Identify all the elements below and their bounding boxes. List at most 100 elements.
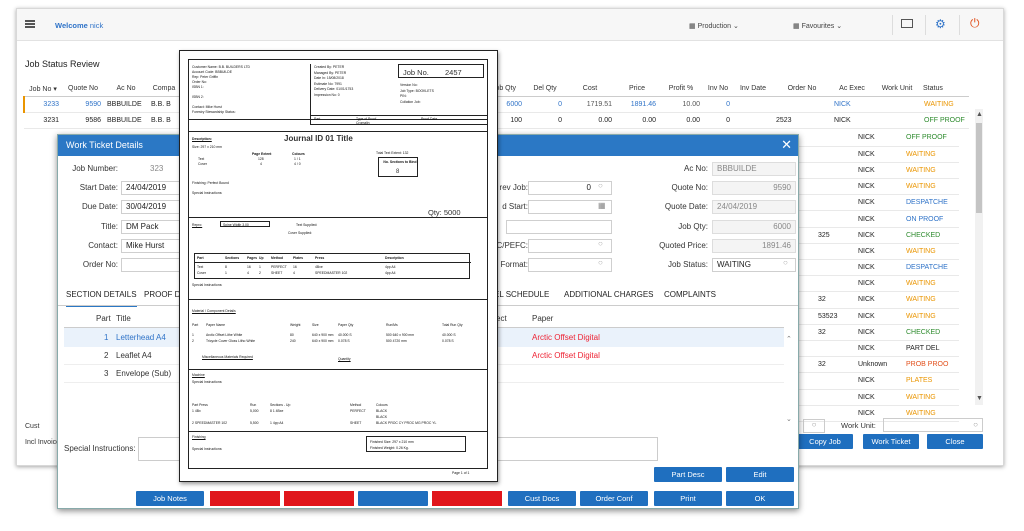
due-date-label: Due Date: bbox=[81, 202, 118, 211]
scroll-up-icon[interactable]: ⌃ bbox=[786, 336, 792, 343]
table-row[interactable]: NICK WAITING bbox=[799, 389, 959, 406]
scroll-up-icon[interactable]: ▲ bbox=[976, 111, 983, 118]
prev-job-field[interactable]: 0 bbox=[528, 181, 612, 195]
col-del-qty[interactable]: Del Qty bbox=[525, 82, 565, 97]
table-row[interactable]: NICK OFF PROOF bbox=[799, 130, 959, 147]
tab-additional-charges[interactable]: ADDITIONAL CHARGES bbox=[564, 290, 654, 299]
col-cost[interactable]: Cost bbox=[565, 82, 615, 97]
mail-icon[interactable] bbox=[901, 19, 913, 28]
order-conf-button[interactable]: Order Conf bbox=[580, 491, 648, 506]
table-row[interactable]: 53523 NICK WAITING bbox=[799, 308, 959, 325]
section-title[interactable]: Leaflet A4 bbox=[116, 351, 152, 360]
gear-icon[interactable]: ⚙ bbox=[935, 17, 946, 31]
cust-docs-button[interactable]: Cust Docs bbox=[508, 491, 576, 506]
table-row[interactable]: 32 Unknown PROB PROO bbox=[799, 356, 959, 374]
col-inv-date[interactable]: Inv Date bbox=[733, 82, 773, 97]
table-row[interactable]: 100 0 0.00 0.00 0.00 0 2523 NICK OFF PRO… bbox=[483, 112, 969, 129]
material-header: Part bbox=[192, 323, 199, 327]
menu-icon[interactable] bbox=[25, 20, 35, 28]
search-icon[interactable]: ○ bbox=[803, 419, 825, 433]
table-row[interactable]: NICK WAITING bbox=[799, 162, 959, 180]
col-status[interactable]: Status bbox=[921, 82, 969, 97]
col-inv-no[interactable]: Inv No bbox=[703, 82, 733, 97]
search-icon[interactable]: ○ bbox=[598, 239, 603, 248]
format-field[interactable] bbox=[528, 258, 612, 272]
col-company[interactable]: Compa bbox=[148, 82, 180, 97]
col-paper: Paper bbox=[532, 314, 554, 323]
grid-icon: ▦ bbox=[793, 23, 802, 30]
extra-field[interactable] bbox=[506, 220, 612, 234]
table-row[interactable]: 3233 9590 BBBUILDE B.B. B bbox=[24, 96, 180, 113]
search-icon[interactable]: ○ bbox=[973, 420, 978, 429]
repro-cell: 16 bbox=[247, 265, 251, 269]
table-row[interactable]: NICK WAITING bbox=[799, 405, 959, 422]
search-icon[interactable]: ○ bbox=[783, 258, 788, 267]
divider bbox=[188, 431, 488, 432]
table-row[interactable]: NICK PLATES bbox=[799, 372, 959, 390]
part-desc-button[interactable]: Part Desc bbox=[654, 467, 722, 482]
red-button[interactable] bbox=[432, 491, 502, 506]
col-job-no[interactable]: Job No ▾ bbox=[24, 82, 62, 97]
calendar-icon[interactable]: ▦ bbox=[598, 201, 606, 210]
close-icon[interactable]: ✕ bbox=[781, 137, 792, 152]
chevron-down-icon: ⌄ bbox=[836, 23, 843, 30]
tab-schedule[interactable]: EL SCHEDULE bbox=[494, 290, 550, 299]
copy-job-button[interactable]: Copy Job bbox=[797, 434, 853, 449]
power-icon[interactable]: ⏻ bbox=[970, 16, 980, 30]
col-work-unit[interactable]: Work Unit bbox=[873, 82, 921, 97]
table-row[interactable]: NICK WAITING bbox=[799, 243, 959, 261]
table-row[interactable]: 3231 9586 BBBUILDE B.B. B bbox=[24, 112, 180, 129]
tab-complaints[interactable]: COMPLAINTS bbox=[664, 290, 717, 299]
table-row[interactable]: NICK ON PROOF bbox=[799, 210, 959, 228]
table-row[interactable]: 325 NICK CHECKED bbox=[799, 227, 959, 244]
table-row[interactable]: 32 NICK WAITING bbox=[799, 291, 959, 309]
table-row[interactable]: NICK WAITING bbox=[799, 178, 959, 196]
blue-button[interactable] bbox=[358, 491, 428, 506]
table-row[interactable]: NICK DESPATCHE bbox=[799, 259, 959, 277]
repro-cell: 4 bbox=[247, 271, 249, 275]
finished-weight: Finished Weight: 0.26 Kg. bbox=[370, 446, 409, 450]
misc-label: Miscellaneous Materials Required bbox=[202, 355, 253, 359]
tab-proof-details[interactable]: PROOF D bbox=[144, 290, 181, 299]
work-ticket-button[interactable]: Work Ticket bbox=[863, 434, 919, 449]
machine-cell: 1 4pp A4 bbox=[270, 421, 284, 425]
scroll-down-icon[interactable]: ▼ bbox=[976, 395, 983, 402]
production-menu[interactable]: ▦ Production ⌄ bbox=[689, 23, 739, 30]
ok-button[interactable]: OK bbox=[726, 491, 794, 506]
table-row[interactable]: NICK PART DEL bbox=[799, 340, 959, 358]
print-button[interactable]: Print bbox=[654, 491, 722, 506]
tab-section-details[interactable]: SECTION DETAILS bbox=[66, 290, 137, 307]
job-notes-button[interactable]: Job Notes bbox=[136, 491, 204, 506]
red-button[interactable] bbox=[284, 491, 354, 506]
table-row[interactable]: NICK DESPATCHE bbox=[799, 194, 959, 212]
proof-part-label: Part bbox=[314, 117, 321, 121]
job-status-field[interactable]: WAITING bbox=[712, 258, 796, 272]
col-price[interactable]: Price bbox=[615, 82, 659, 97]
table-row[interactable]: 6000 0 1719.51 1891.46 10.00 0 NICK WAIT… bbox=[483, 96, 969, 113]
favourites-menu[interactable]: ▦ Favourites ⌄ bbox=[793, 23, 843, 30]
start-field[interactable] bbox=[528, 200, 612, 214]
scrollbar[interactable]: ▲ ▼ bbox=[975, 109, 983, 405]
section-title[interactable]: Letterhead A4 bbox=[116, 333, 166, 342]
edit-button[interactable]: Edit bbox=[726, 467, 794, 482]
scroll-down-icon[interactable]: ⌄ bbox=[786, 416, 792, 423]
col-quote-no[interactable]: Quote No bbox=[62, 82, 104, 97]
table-row[interactable]: 32 NICK CHECKED bbox=[799, 324, 959, 341]
work-unit-field[interactable]: ○ bbox=[883, 418, 983, 432]
close-button[interactable]: Close bbox=[927, 434, 983, 449]
col-profit[interactable]: Profit % bbox=[659, 82, 703, 97]
col-ac-exec[interactable]: Ac Exec bbox=[831, 82, 873, 97]
table-row[interactable]: NICK WAITING bbox=[799, 146, 959, 163]
scroll-thumb[interactable] bbox=[976, 123, 982, 213]
search-icon[interactable]: ○ bbox=[598, 181, 603, 190]
search-icon[interactable]: ○ bbox=[598, 258, 603, 267]
proof-type-value: Cromalin bbox=[356, 121, 370, 125]
section-title[interactable]: Envelope (Sub) bbox=[116, 369, 172, 378]
red-button[interactable] bbox=[210, 491, 280, 506]
fsc-pefc-field[interactable] bbox=[528, 239, 612, 253]
finished-box: Finished Size: 297 x 210 mm Finished Wei… bbox=[366, 436, 466, 452]
col-order-no[interactable]: Order No bbox=[773, 82, 831, 97]
col-ac-no[interactable]: Ac No bbox=[104, 82, 148, 97]
table-row[interactable]: NICK WAITING bbox=[799, 275, 959, 293]
title-label: Title: bbox=[100, 222, 118, 231]
